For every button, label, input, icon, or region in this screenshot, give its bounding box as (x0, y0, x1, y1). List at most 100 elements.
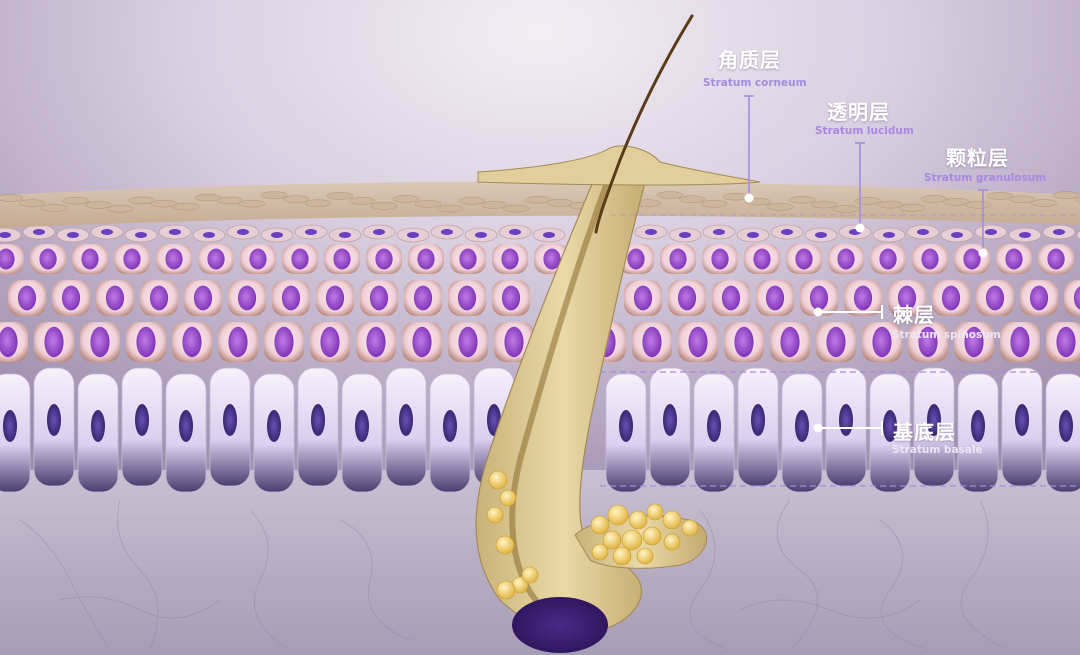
basal-cell-nucleus (927, 404, 941, 436)
granular-cell (1076, 230, 1080, 240)
granular-cell-nucleus (747, 232, 759, 238)
spinous-cell-nucleus (627, 248, 645, 270)
leader-dot-spinosum (813, 307, 823, 317)
spinous-cell-nucleus (921, 248, 939, 270)
spinous-cell-nucleus (642, 326, 662, 358)
leader-spinosum (818, 305, 883, 319)
spinous-cell-nucleus (688, 326, 708, 358)
sebaceous-cell (663, 533, 681, 551)
spinous-cell-nucleus (369, 285, 389, 311)
corneum-flake (898, 204, 926, 212)
label-spinosum-en: Stratum spinosum (892, 329, 1001, 341)
spinous-cell-nucleus (458, 326, 478, 358)
basal-cell-nucleus (3, 410, 17, 442)
granular-layer (0, 224, 1080, 243)
spinous-cell-nucleus (333, 248, 351, 270)
granular-cell-nucleus (271, 232, 283, 238)
spinous-cell-nucleus (320, 326, 340, 358)
spinous-cell-nucleus (809, 285, 829, 311)
basal-cell-nucleus (971, 410, 985, 442)
spinous-cell-nucleus (677, 285, 697, 311)
spinous-cell-nucleus (753, 248, 771, 270)
spinous-cell-nucleus (963, 248, 981, 270)
spinous-cell-nucleus (1029, 285, 1049, 311)
spinous-cell-nucleus (366, 326, 386, 358)
granular-cell-nucleus (781, 229, 793, 235)
basal-cell-nucleus (223, 404, 237, 436)
spinous-cell-nucleus (501, 248, 519, 270)
granular-cell-nucleus (985, 229, 997, 235)
basal-cell-nucleus (47, 404, 61, 436)
spinous-cell-nucleus (711, 248, 729, 270)
corneum-flake (128, 196, 156, 205)
spinous-cell-nucleus (669, 248, 687, 270)
corneum-flake (238, 199, 266, 208)
spinous-cell-nucleus (274, 326, 294, 358)
corneum-flake (106, 205, 134, 213)
granular-cell-nucleus (135, 232, 147, 238)
label-corneum-en: Stratum corneum (703, 77, 807, 89)
basal-layer (0, 367, 1080, 493)
sebaceous-cell (612, 546, 632, 566)
spinous-cell-nucleus (765, 285, 785, 311)
granular-cell-nucleus (203, 232, 215, 238)
spinous-cell-nucleus (457, 285, 477, 311)
basal-cell-nucleus (883, 410, 897, 442)
sebaceous-cell (628, 510, 648, 530)
spinous-cell-nucleus (182, 326, 202, 358)
sebaceous-cell (495, 535, 515, 555)
corneum-flake (832, 205, 860, 213)
spinous-cell-nucleus (325, 285, 345, 311)
sebaceous-cell (521, 566, 539, 584)
corneum-flake (172, 202, 200, 211)
sebaceous-cell (662, 510, 682, 530)
spinous-cell-nucleus (985, 285, 1005, 311)
spinous-cell-nucleus (918, 326, 938, 358)
sebaceous-cell (602, 530, 622, 550)
granular-cell-nucleus (475, 232, 487, 238)
basal-cell-nucleus (1059, 410, 1073, 442)
sebaceous-cell (621, 529, 643, 551)
spinous-cell-nucleus (237, 285, 257, 311)
spinous-cell-nucleus (193, 285, 213, 311)
spinous-cell-nucleus (1047, 248, 1065, 270)
granular-cell-nucleus (67, 232, 79, 238)
basal-cell-nucleus (311, 404, 325, 436)
corneum-flake (1052, 191, 1080, 199)
corneum-flake (216, 196, 244, 205)
spinous-cell-nucleus (123, 248, 141, 270)
sebaceous-cell (499, 489, 517, 507)
sebaceous-cell (488, 470, 508, 490)
basal-cell-nucleus (135, 404, 149, 436)
spinous-cell-nucleus (897, 285, 917, 311)
basal-cell-nucleus (355, 410, 369, 442)
spinous-cell-nucleus (44, 326, 64, 358)
spinous-cell-nucleus (105, 285, 125, 311)
basal-cell-nucleus (795, 410, 809, 442)
spinous-cell-nucleus (165, 248, 183, 270)
spinous-cell-nucleus (1073, 286, 1080, 310)
spinous-cell-nucleus (281, 285, 301, 311)
corneum-flake (810, 200, 838, 209)
corneum-flake (480, 201, 508, 209)
corneum-flake (656, 191, 684, 199)
label-lucidum-cn: 透明层 (827, 100, 890, 124)
granular-cell-nucleus (1053, 229, 1065, 235)
corneum-flake (920, 195, 948, 203)
sebaceous-cell (681, 519, 699, 537)
corneum-flake (546, 199, 574, 207)
spinous-cell-nucleus (61, 285, 81, 311)
spinous-cell-nucleus (417, 248, 435, 270)
basal-cell-nucleus (707, 410, 721, 442)
spinous-layer (0, 244, 1080, 362)
granular-cell-nucleus (883, 232, 895, 238)
granular-cell-nucleus (33, 229, 45, 235)
spinous-cell-nucleus (501, 285, 521, 311)
spinous-cell-nucleus (734, 326, 754, 358)
spinous-cell-nucleus (879, 248, 897, 270)
dermis-vessels (19, 499, 1011, 651)
spinous-cell-nucleus (459, 248, 477, 270)
granular-cell-nucleus (815, 232, 827, 238)
basal-cell-nucleus (91, 410, 105, 442)
